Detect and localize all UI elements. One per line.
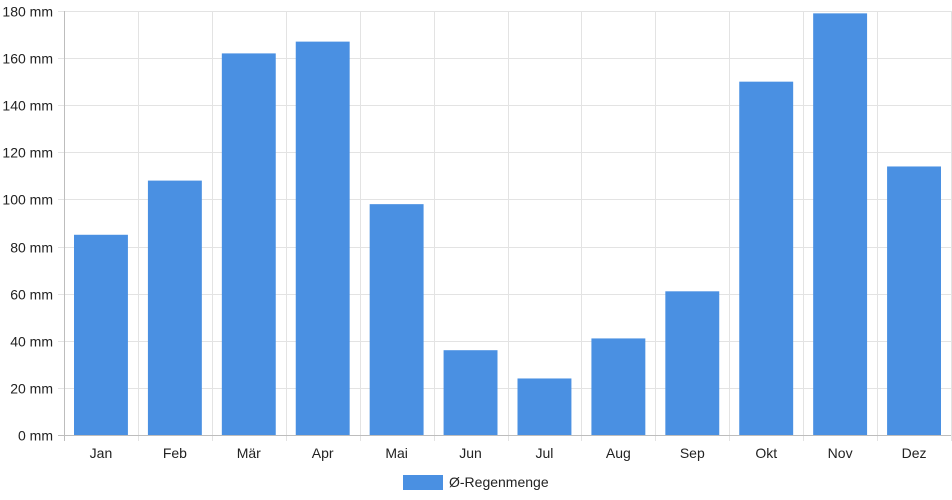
y-axis-tick-labels: 0 mm 20 mm 40 mm 60 mm 80 mm 100 mm 120 mm 140 … xyxy=(2,4,53,444)
x-tick-label: Sep xyxy=(680,445,705,461)
y-tick-label: 60 mm xyxy=(10,287,53,303)
bar-mär[interactable] xyxy=(221,53,276,436)
x-tick-label: Okt xyxy=(755,445,777,461)
x-axis-tick-labels: Jan Feb Mär Apr Mai Jun Jul Aug Sep Okt Nov Dez xyxy=(90,445,927,461)
chart-bars xyxy=(74,13,941,436)
x-tick-label: Aug xyxy=(606,445,631,461)
x-tick-label: Jul xyxy=(536,445,554,461)
x-tick-label: Dez xyxy=(902,445,927,461)
bar-dez[interactable] xyxy=(887,166,941,435)
y-tick-label: 140 mm xyxy=(2,98,53,114)
y-tick-label: 160 mm xyxy=(2,51,53,67)
y-tick-label: 180 mm xyxy=(2,4,53,20)
x-tick-label: Mai xyxy=(385,445,408,461)
bar-apr[interactable] xyxy=(295,41,350,435)
bar-jul[interactable] xyxy=(517,378,572,435)
x-tick-label: Mär xyxy=(237,445,261,461)
bar-sep[interactable] xyxy=(665,291,720,435)
bar-okt[interactable] xyxy=(739,81,794,436)
y-tick-label: 20 mm xyxy=(10,381,53,397)
x-tick-label: Jun xyxy=(459,445,482,461)
chart-legend[interactable]: Ø-Regenmenge xyxy=(403,474,549,490)
bar-jun[interactable] xyxy=(443,350,498,435)
y-tick-label: 40 mm xyxy=(10,334,53,350)
y-tick-label: 80 mm xyxy=(10,240,53,256)
legend-label: Ø-Regenmenge xyxy=(449,474,549,490)
y-tick-label: 0 mm xyxy=(18,428,53,444)
bar-aug[interactable] xyxy=(591,338,646,435)
bar-feb[interactable] xyxy=(147,180,202,435)
legend-swatch xyxy=(403,475,443,490)
x-tick-label: Apr xyxy=(312,445,334,461)
bar-nov[interactable] xyxy=(813,13,868,435)
x-tick-label: Jan xyxy=(90,445,113,461)
bar-mai[interactable] xyxy=(369,204,424,435)
y-tick-label: 100 mm xyxy=(2,192,53,208)
y-tick-label: 120 mm xyxy=(2,145,53,161)
bar-jan[interactable] xyxy=(74,234,128,435)
x-tick-label: Feb xyxy=(163,445,187,461)
x-tick-label: Nov xyxy=(828,445,853,461)
